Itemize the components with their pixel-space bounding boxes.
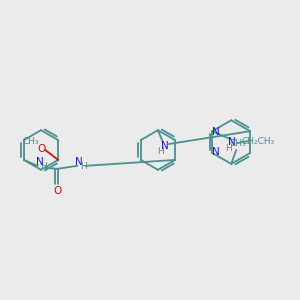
Text: N: N (212, 147, 220, 157)
Text: N: N (161, 141, 169, 151)
Text: N: N (36, 157, 43, 167)
Text: H: H (225, 143, 232, 152)
Text: O: O (53, 186, 62, 196)
Text: N: N (228, 137, 236, 147)
Text: N: N (212, 127, 220, 137)
Text: H: H (40, 162, 47, 171)
Text: CH₂CH₃: CH₂CH₃ (241, 136, 274, 146)
Text: O: O (37, 144, 46, 154)
Text: CH₃: CH₃ (22, 136, 39, 146)
Text: H: H (80, 162, 87, 171)
Text: H: H (158, 148, 164, 157)
Text: N: N (76, 157, 83, 167)
Text: CH₃: CH₃ (230, 139, 247, 148)
